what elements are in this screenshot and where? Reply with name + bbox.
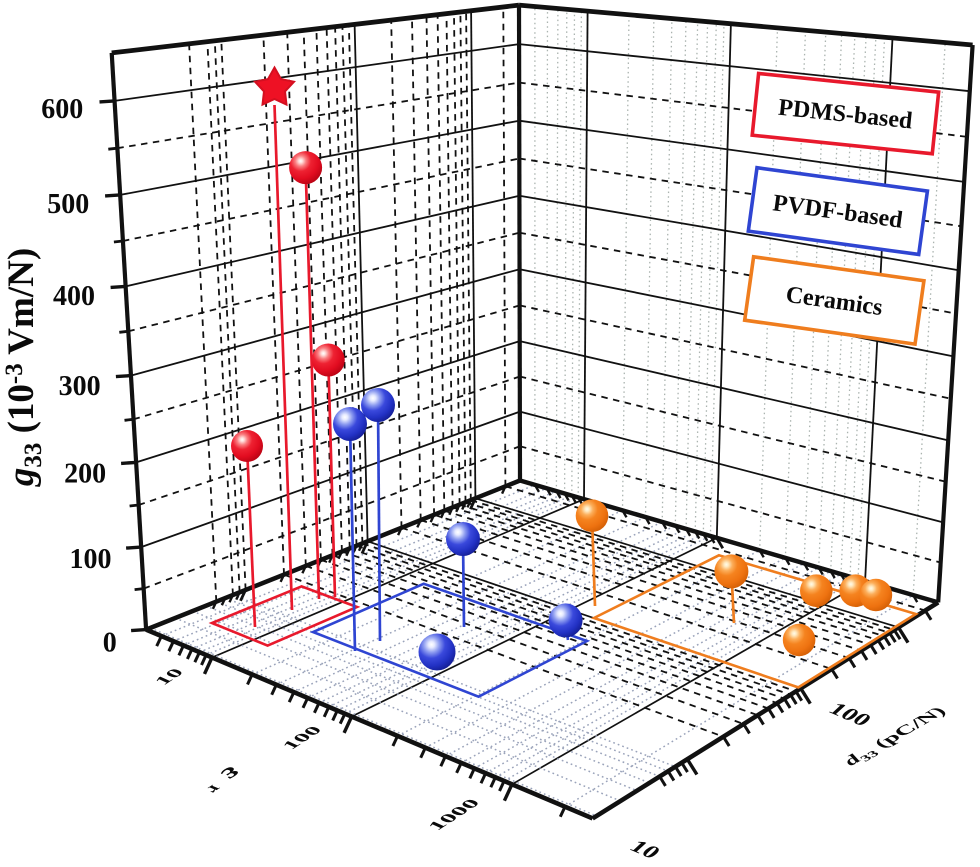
svg-text:g33 (10-3 Vm/N): g33 (10-3 Vm/N) xyxy=(1,248,47,487)
svg-text:400: 400 xyxy=(53,281,95,312)
svg-text:100: 100 xyxy=(70,544,112,575)
svg-text:600: 600 xyxy=(41,94,83,125)
svg-text:200: 200 xyxy=(64,459,106,490)
svg-text:0: 0 xyxy=(103,627,117,658)
svg-text:300: 300 xyxy=(59,371,101,402)
svg-text:500: 500 xyxy=(47,189,89,220)
